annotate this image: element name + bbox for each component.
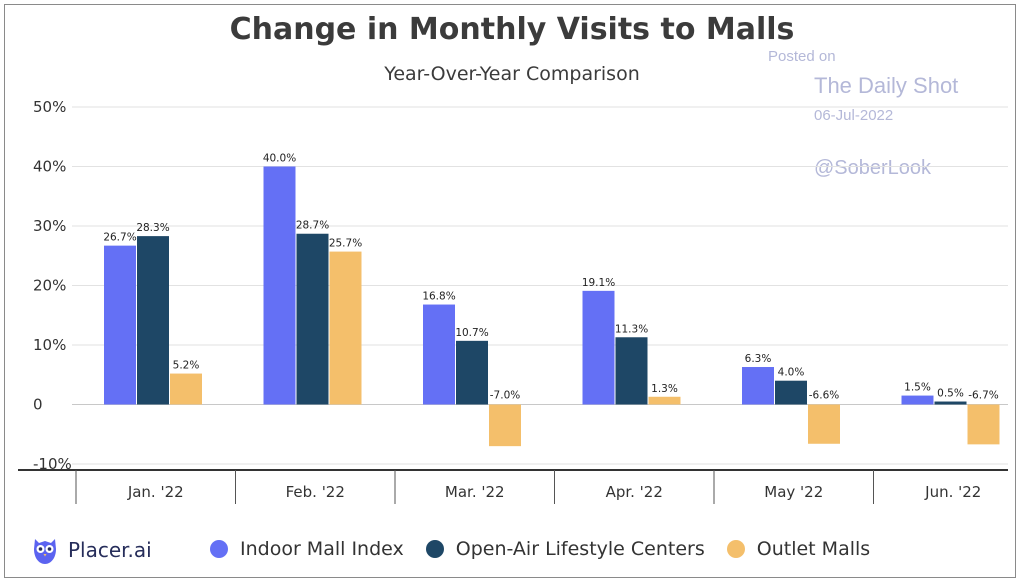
y-tick-label: 50% xyxy=(33,98,66,116)
y-tick-label: 40% xyxy=(33,158,66,176)
data-label: 28.7% xyxy=(296,220,329,232)
bar xyxy=(615,337,648,405)
bar xyxy=(742,367,774,405)
chart-legend: Indoor Mall Index Open-Air Lifestyle Cen… xyxy=(210,534,892,564)
y-tick-label: 10% xyxy=(33,336,66,354)
data-label: 1.3% xyxy=(651,383,678,395)
bar xyxy=(170,373,202,405)
bar xyxy=(137,236,169,405)
watermark-handle: @SoberLook xyxy=(814,157,932,179)
data-label: 40.0% xyxy=(263,153,296,165)
watermark-date: 06-Jul-2022 xyxy=(814,107,894,124)
legend-label-outlet: Outlet Malls xyxy=(756,538,871,560)
watermark-source: The Daily Shot xyxy=(814,73,959,98)
data-label: -6.7% xyxy=(968,390,998,402)
data-label: 0.5% xyxy=(937,388,964,400)
chart-title: Change in Monthly Visits to Malls xyxy=(229,12,795,47)
data-label: 26.7% xyxy=(103,232,136,244)
data-label: 10.7% xyxy=(455,327,488,339)
data-label: -6.6% xyxy=(809,390,839,402)
chart-frame xyxy=(4,4,1016,578)
bar xyxy=(967,404,1000,445)
data-label: 11.3% xyxy=(615,323,648,335)
data-label: 5.2% xyxy=(173,360,200,372)
bar xyxy=(329,251,362,405)
legend-item-indoor: Indoor Mall Index xyxy=(210,538,404,560)
x-tick-label: Feb. '22 xyxy=(286,483,345,501)
legend-item-outlet: Outlet Malls xyxy=(726,538,871,560)
brand-logo: Placer.ai xyxy=(28,528,168,572)
data-label: 28.3% xyxy=(136,222,169,234)
bar xyxy=(808,404,840,444)
y-tick-label: 30% xyxy=(33,217,66,235)
data-label: -7.0% xyxy=(490,390,520,402)
legend-swatch-indoor xyxy=(210,540,228,558)
x-tick-label: Jun. '22 xyxy=(924,483,981,501)
bar xyxy=(423,304,455,405)
x-tick-label: Mar. '22 xyxy=(445,483,505,501)
x-tick-label: Apr. '22 xyxy=(606,483,663,501)
legend-swatch-outlet xyxy=(726,540,745,558)
legend-swatch-open-air xyxy=(425,540,444,558)
y-tick-label: 0 xyxy=(33,396,43,414)
data-label: 16.8% xyxy=(422,291,455,303)
bar xyxy=(456,340,488,405)
bar xyxy=(775,380,807,405)
bar xyxy=(104,245,136,405)
chart-subtitle: Year-Over-Year Comparison xyxy=(384,63,640,85)
bar xyxy=(489,404,521,447)
bar xyxy=(901,395,934,405)
brand-name: Placer.ai xyxy=(68,538,152,562)
data-label: 25.7% xyxy=(329,238,362,250)
x-tick-label: Jan. '22 xyxy=(127,483,184,501)
y-tick-label: -10% xyxy=(33,455,72,473)
x-tick-label: May '22 xyxy=(764,483,823,501)
bar xyxy=(582,290,615,405)
data-label: 1.5% xyxy=(904,382,931,394)
bar xyxy=(296,233,329,405)
data-label: 19.1% xyxy=(582,277,615,289)
watermark-posted: Posted on xyxy=(768,48,836,65)
data-label: 4.0% xyxy=(778,367,805,379)
legend-item-open-air: Open-Air Lifestyle Centers xyxy=(425,538,705,560)
data-label: 6.3% xyxy=(745,353,772,365)
bar xyxy=(648,396,681,405)
legend-label-indoor: Indoor Mall Index xyxy=(240,538,404,560)
bar xyxy=(934,401,967,405)
bar xyxy=(263,166,296,405)
owl-logo-icon xyxy=(34,539,56,564)
y-tick-label: 20% xyxy=(33,277,66,295)
legend-label-open-air: Open-Air Lifestyle Centers xyxy=(455,538,705,560)
